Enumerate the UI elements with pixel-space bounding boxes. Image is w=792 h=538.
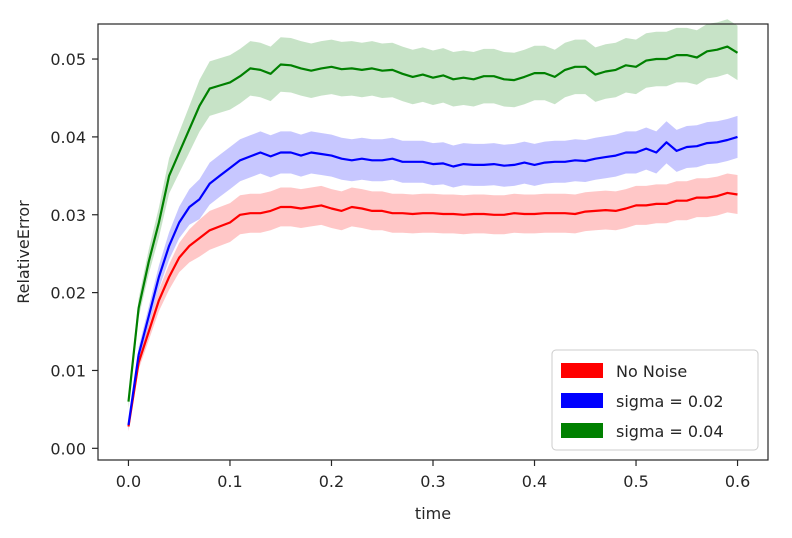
legend-label: No Noise [616, 362, 687, 381]
x-axis-ticks: 0.0 0.1 0.2 0.3 0.4 0.5 0.6 [116, 460, 750, 491]
x-tick-label: 0.2 [319, 472, 344, 491]
x-tick-label: 0.3 [420, 472, 445, 491]
x-tick-label: 0.4 [522, 472, 547, 491]
legend-label: sigma = 0.04 [616, 422, 724, 441]
legend-label: sigma = 0.02 [616, 392, 724, 411]
x-axis-label: time [415, 504, 451, 523]
band-series-1 [128, 173, 738, 432]
series-lines [127, 45, 739, 427]
y-tick-label: 0.03 [50, 206, 86, 225]
line-series-2 [127, 135, 738, 426]
y-axis-ticks: 0.00 0.01 0.02 0.03 0.04 0.05 [50, 50, 98, 458]
legend-swatch [561, 393, 603, 408]
x-tick-label: 0.1 [217, 472, 242, 491]
y-axis-label: RelativeError [14, 200, 33, 304]
band-series-3 [128, 19, 738, 409]
line-series-3 [127, 45, 739, 402]
x-tick-label: 0.5 [623, 472, 648, 491]
x-tick-label: 0.0 [116, 472, 141, 491]
y-tick-label: 0.02 [50, 284, 86, 303]
y-tick-label: 0.00 [50, 439, 86, 458]
line-series-1 [127, 191, 738, 427]
y-tick-label: 0.05 [50, 50, 86, 69]
legend-box [551, 349, 759, 451]
y-tick-label: 0.01 [50, 361, 86, 380]
legend-swatch [561, 423, 603, 438]
legend: No Noise sigma = 0.02 sigma = 0.04 [551, 349, 759, 451]
confidence-bands [128, 19, 738, 432]
y-tick-label: 0.04 [50, 128, 86, 147]
x-tick-label: 0.6 [725, 472, 750, 491]
legend-swatch [561, 363, 603, 378]
band-series-2 [128, 115, 738, 431]
